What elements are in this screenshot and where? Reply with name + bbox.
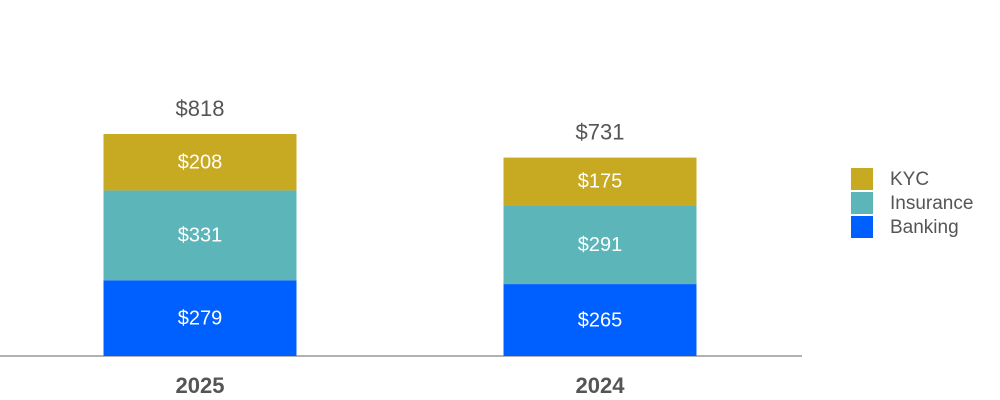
category-label: 2024 <box>576 373 626 398</box>
legend-label: Banking <box>890 217 959 238</box>
bar-segment <box>503 157 697 206</box>
value-label: $175 <box>578 171 623 193</box>
total-label: $818 <box>176 96 225 121</box>
value-label: $208 <box>178 152 223 174</box>
bar-segment <box>503 284 697 356</box>
category-label: 2025 <box>176 373 225 398</box>
bar-segment <box>503 205 697 285</box>
legend-label: Insurance <box>890 193 973 214</box>
value-label: $279 <box>178 307 223 329</box>
value-label: $265 <box>578 309 623 331</box>
bar-segment <box>103 280 297 356</box>
legend-swatch <box>851 216 873 238</box>
legend-swatch <box>851 192 873 214</box>
legend-swatch <box>851 168 873 190</box>
legend-label: KYC <box>890 169 929 190</box>
value-label: $291 <box>578 234 623 256</box>
bar-segment <box>103 134 297 191</box>
value-label: $331 <box>178 225 223 247</box>
bar-segment <box>103 190 297 281</box>
total-label: $731 <box>576 119 625 144</box>
